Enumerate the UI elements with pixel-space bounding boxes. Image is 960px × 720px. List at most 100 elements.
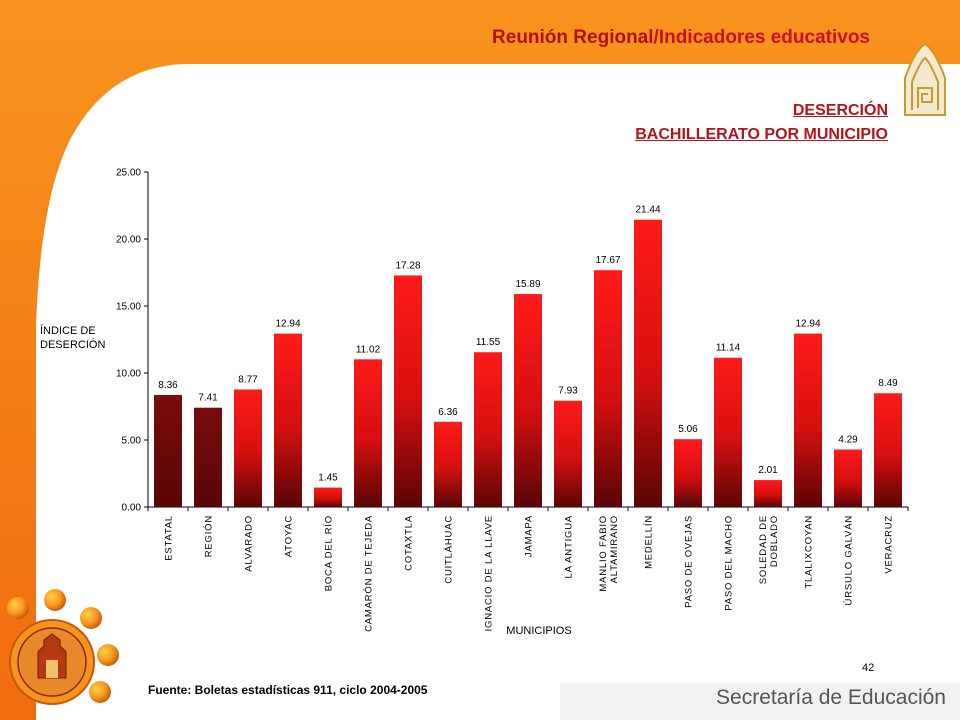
x-category-label-line: REGIÓN: [204, 515, 215, 557]
bar: [154, 394, 182, 507]
bar: [754, 480, 782, 507]
bar: [194, 407, 222, 507]
x-category-label-line: DOBLADO: [769, 515, 780, 567]
x-category-label: BOCA DEL RÍO: [324, 515, 335, 591]
organization-name: Secretaría de Educación: [716, 686, 946, 709]
bar: [314, 487, 342, 507]
y-axis-label-line: DESERCIÓN: [40, 339, 106, 351]
bar-value-label: 2.01: [758, 465, 778, 476]
seal-emblem-icon: [7, 589, 119, 705]
x-category-label: ATOYAC: [284, 515, 295, 557]
bar: [794, 333, 822, 507]
header-title: Reunión Regional/Indicadores educativos: [0, 27, 870, 49]
bar-value-label: 8.49: [878, 378, 898, 389]
institution-logo-icon: [904, 42, 946, 116]
y-tick-label: 20.00: [116, 235, 141, 246]
bar-value-label: 8.36: [158, 380, 178, 391]
header-title-part2: Indicadores educativos: [658, 27, 870, 48]
x-category-label-line: JAMAPA: [524, 515, 535, 557]
bar: [714, 357, 742, 507]
bar: [834, 449, 862, 507]
bar: [434, 421, 462, 507]
bar: [514, 294, 542, 507]
bar-value-label: 7.41: [198, 393, 218, 404]
x-category-label: ESTATAL: [164, 515, 175, 561]
x-category-label-line: IGNACIO DE LA LLAVE: [484, 515, 495, 631]
x-category-label-line: COTAXTLA: [404, 515, 415, 571]
x-category-label: CAMARÓN DE TEJEDA: [364, 515, 375, 632]
bar-value-label: 17.67: [595, 255, 620, 266]
x-category-label: MANLIO FABIO ALTAMIRANO: [598, 515, 620, 592]
x-category-label: ALVARADO: [244, 515, 255, 572]
bar: [354, 359, 382, 507]
bar: [234, 389, 262, 507]
x-category-label-line: ALTAMIRANO: [609, 515, 620, 583]
bar-value-label: 21.44: [635, 205, 660, 216]
x-category-label: REGIÓN: [204, 515, 215, 557]
x-category-label-line: VERACRUZ: [884, 515, 895, 574]
x-category-label: LA ANTIGUA: [564, 515, 575, 578]
x-category-label-line: ÚRSULO GALVÁN: [844, 515, 855, 605]
header-title-separator: /: [653, 27, 659, 48]
x-category-label-line: ALVARADO: [244, 515, 255, 572]
bar-value-label: 11.14: [716, 343, 741, 354]
y-tick-label: 10.00: [116, 369, 141, 380]
bar-value-label: 4.29: [838, 435, 858, 446]
bar-value-label: 15.89: [515, 279, 540, 290]
x-category-label: JAMAPA: [524, 515, 535, 557]
bar-value-label: 5.06: [678, 424, 698, 435]
x-category-label-line: MEDELLÍN: [644, 515, 655, 569]
x-category-label: MEDELLÍN: [644, 515, 655, 569]
bar: [554, 400, 582, 507]
x-category-label-line: SOLEDAD DE: [758, 515, 769, 584]
bar-value-label: 12.94: [275, 319, 300, 330]
bar: [634, 219, 662, 508]
x-category-label-line: PASO DEL MACHO: [724, 515, 735, 611]
header-title-part1: Reunión Regional: [492, 27, 654, 48]
bar-value-label: 1.45: [318, 473, 338, 484]
x-category-label-line: TLALIXCOYAN: [804, 515, 815, 589]
x-category-label-line: CUITLÁHUAC: [444, 515, 455, 584]
bar: [394, 275, 422, 507]
x-category-label: ÚRSULO GALVÁN: [844, 515, 855, 605]
x-category-label: COTAXTLA: [404, 515, 415, 571]
x-category-label: PASO DEL MACHO: [724, 515, 735, 611]
y-axis-label: ÍNDICE DE DESERCIÓN: [40, 324, 120, 352]
bar-value-label: 17.28: [395, 260, 420, 271]
y-axis-label-line: ÍNDICE DE: [40, 325, 96, 337]
x-category-label: SOLEDAD DE DOBLADO: [758, 515, 780, 584]
bar: [474, 352, 502, 507]
bar-value-label: 8.77: [238, 374, 258, 385]
subtitle-line1: DESERCIÓN: [792, 102, 888, 119]
x-category-label-line: LA ANTIGUA: [564, 515, 575, 578]
x-category-label-line: MANLIO FABIO: [598, 515, 609, 592]
bar-value-label: 7.93: [558, 386, 578, 397]
bar: [674, 439, 702, 507]
bar: [274, 333, 302, 507]
x-category-label-line: CAMARÓN DE TEJEDA: [364, 515, 375, 632]
x-category-label-line: PASO DE OVEJAS: [684, 515, 695, 608]
x-category-label-line: BOCA DEL RÍO: [324, 515, 335, 591]
x-category-label: PASO DE OVEJAS: [684, 515, 695, 608]
x-category-label-line: ATOYAC: [284, 515, 295, 557]
y-tick-label: 15.00: [116, 302, 141, 313]
chart-subtitle: DESERCIÓN BACHILLERATO POR MUNICIPIO: [635, 99, 888, 147]
x-category-label: TLALIXCOYAN: [804, 515, 815, 589]
subtitle-line2: BACHILLERATO POR MUNICIPIO: [635, 126, 888, 143]
page-number: 42: [862, 662, 875, 674]
bar: [594, 270, 622, 507]
bar: [874, 393, 902, 507]
bar-value-label: 11.55: [476, 337, 501, 348]
x-category-label: VERACRUZ: [884, 515, 895, 574]
bar-value-label: 11.02: [356, 344, 381, 355]
bar-value-label: 12.94: [795, 319, 820, 330]
y-tick-label: 5.00: [122, 436, 142, 447]
y-tick-label: 0.00: [122, 503, 142, 514]
data-source-note: Fuente: Boletas estadísticas 911, ciclo …: [148, 683, 428, 697]
x-axis-label: MUNICIPIOS: [506, 625, 571, 637]
bar-value-label: 6.36: [438, 407, 458, 418]
y-tick-label: 25.00: [116, 168, 141, 179]
x-category-label: IGNACIO DE LA LLAVE: [484, 515, 495, 631]
